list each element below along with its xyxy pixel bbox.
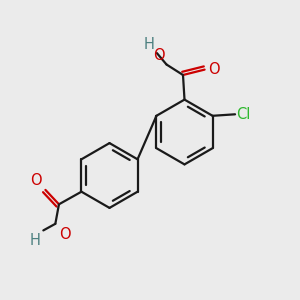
- Text: H: H: [144, 37, 154, 52]
- Text: O: O: [59, 227, 70, 242]
- Text: O: O: [30, 173, 42, 188]
- Text: O: O: [153, 48, 165, 63]
- Text: O: O: [208, 62, 220, 77]
- Text: Cl: Cl: [237, 107, 251, 122]
- Text: H: H: [29, 233, 40, 248]
